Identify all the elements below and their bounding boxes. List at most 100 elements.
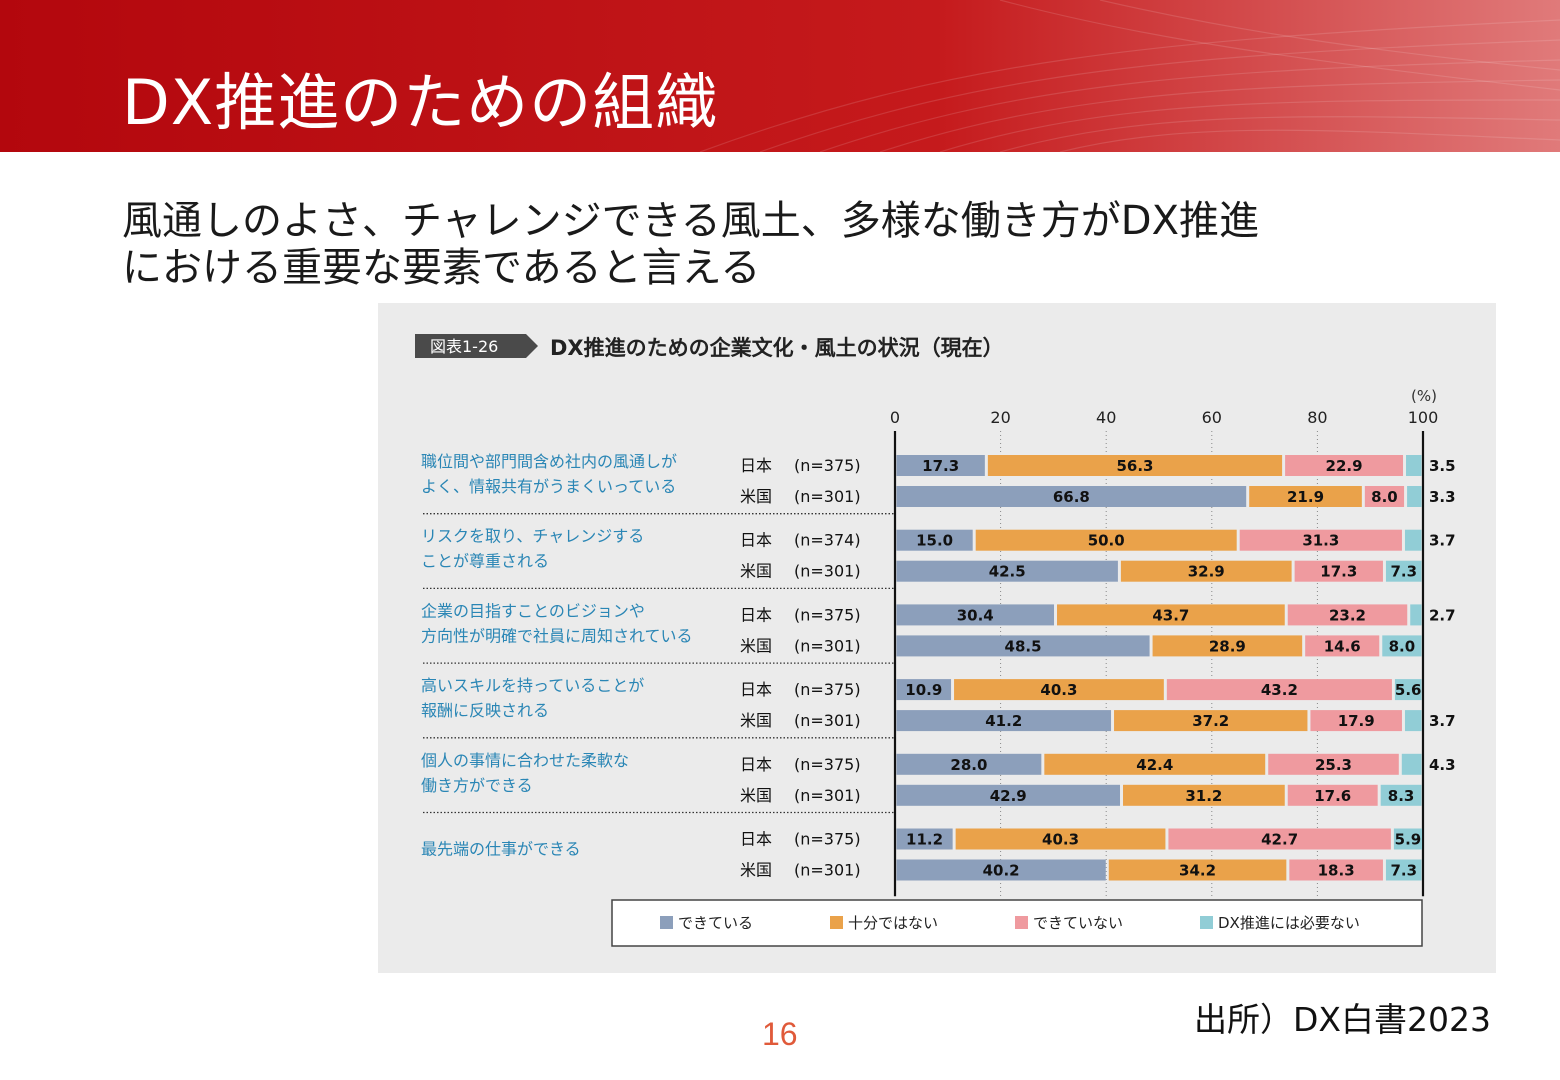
data-label: 31.2: [1185, 787, 1222, 805]
series-dekiteiru-bar: [896, 486, 1247, 507]
series-hitsuyou-nai-bar: [1404, 529, 1422, 551]
x-tick-label: 60: [1202, 408, 1222, 427]
data-label: 28.0: [950, 756, 987, 774]
series-dekiteiru-bar: [896, 529, 973, 551]
legend-swatch: [830, 916, 843, 929]
series-dekiteiru-bar: [896, 635, 1150, 657]
series-jubun-dewanai-bar: [1108, 859, 1287, 881]
chart-figure: 図表1-26 DX推進のための企業文化・風土の状況（現在） (%) 0 20 40 6…: [378, 303, 1496, 973]
legend-label: できていない: [1033, 914, 1123, 932]
series-dekiteinai-bar: [1310, 710, 1402, 732]
data-label: 32.9: [1188, 563, 1225, 581]
series-hitsuyou-nai-bar: [1401, 753, 1422, 775]
slide-title: DX推進のための組織: [122, 66, 719, 139]
grid-layer: [423, 431, 1318, 897]
x-tick-label: 100: [1408, 408, 1439, 427]
data-label: 10.9: [905, 681, 942, 699]
data-label: 3.7: [1429, 532, 1456, 550]
data-label: 15.0: [916, 532, 953, 550]
series-dekiteinai-bar: [1239, 529, 1402, 551]
slide-header: DX推進のための組織: [0, 0, 1560, 152]
series-jubun-dewanai-bar: [954, 679, 1164, 701]
country-label: 米国: [740, 487, 772, 506]
series-dekiteinai-bar: [1305, 635, 1380, 657]
category-label: 企業の目指すことのビジョンや: [421, 601, 645, 620]
country-label: 日本: [740, 680, 772, 699]
sample-size-label: (n=301): [794, 861, 861, 880]
series-hitsuyou-nai-bar: [1407, 486, 1422, 507]
data-label: 40.3: [1042, 831, 1079, 849]
legend-label: DX推進には必要ない: [1218, 914, 1360, 932]
figure-badge-shape: [415, 334, 538, 358]
unit-label: (%): [1411, 387, 1437, 405]
country-label: 米国: [740, 861, 772, 880]
subtitle-line-1: 風通しのよさ、チャレンジできる風土、多様な働き方がDX推進: [122, 198, 1260, 244]
country-label: 米国: [740, 786, 772, 805]
series-dekiteinai-bar: [1168, 828, 1391, 850]
data-label: 41.2: [985, 712, 1022, 730]
page-number: 16: [762, 1016, 798, 1052]
series-hitsuyou-nai-bar: [1385, 859, 1422, 881]
x-tick-label: 20: [990, 408, 1010, 427]
category-label: ことが尊重される: [421, 552, 549, 571]
data-label: 7.3: [1390, 862, 1417, 880]
series-hitsuyou-nai-bar: [1382, 635, 1422, 657]
data-label: 7.3: [1390, 563, 1417, 581]
data-label: 17.3: [1320, 563, 1357, 581]
data-label: 11.2: [906, 831, 943, 849]
category-label: 高いスキルを持っていることが: [421, 676, 644, 695]
data-label: 30.4: [957, 606, 994, 624]
country-label: 日本: [740, 830, 772, 849]
data-label: 50.0: [1088, 532, 1125, 550]
data-label: 17.3: [922, 457, 959, 475]
data-label: 3.7: [1429, 712, 1456, 730]
legend-label: 十分ではない: [848, 914, 938, 932]
series-dekiteinai-bar: [1294, 560, 1383, 582]
legend-swatch: [660, 916, 673, 929]
stacked-bar-chart: 図表1-26 DX推進のための企業文化・風土の状況（現在） (%) 0 20 40 6…: [415, 334, 1456, 947]
series-hitsuyou-nai-bar: [1380, 784, 1422, 806]
data-label: 18.3: [1318, 862, 1355, 880]
data-label: 22.9: [1326, 457, 1363, 475]
series-jubun-dewanai-bar: [1057, 604, 1285, 626]
series-jubun-dewanai-bar: [1123, 784, 1285, 806]
sample-size-label: (n=375): [794, 680, 861, 699]
sample-size-label: (n=301): [794, 786, 861, 805]
legend: できている 十分ではない できていない DX推進には必要ない: [660, 914, 1360, 932]
sample-size-label: (n=374): [794, 531, 861, 550]
series-dekiteiru-bar: [896, 828, 953, 850]
data-label: 66.8: [1053, 488, 1090, 506]
series-jubun-dewanai-bar: [975, 529, 1237, 551]
data-label: 34.2: [1179, 862, 1216, 880]
series-hitsuyou-nai-bar: [1404, 710, 1422, 732]
data-label: 40.3: [1040, 681, 1077, 699]
series-dekiteinai-bar: [1166, 679, 1392, 701]
series-dekiteinai-bar: [1285, 455, 1404, 476]
category-label: 職位間や部門間含め社内の風通しが: [421, 452, 677, 471]
source-citation: 出所）DX白書2023: [1194, 1000, 1491, 1039]
x-tick-label: 40: [1096, 408, 1116, 427]
country-label: 米国: [740, 636, 772, 655]
series-jubun-dewanai-bar: [1114, 710, 1308, 732]
series-jubun-dewanai-bar: [1152, 635, 1303, 657]
data-label: 25.3: [1315, 756, 1352, 774]
data-label: 21.9: [1287, 488, 1324, 506]
category-label: よく、情報共有がうまくいっている: [421, 477, 676, 496]
series-dekiteinai-bar: [1364, 486, 1405, 507]
category-label: 働き方ができる: [421, 776, 533, 795]
series-dekiteinai-bar: [1287, 784, 1378, 806]
series-hitsuyou-nai-bar: [1393, 828, 1423, 850]
series-jubun-dewanai-bar: [1120, 560, 1292, 582]
category-label: リスクを取り、チャレンジする: [421, 527, 644, 546]
country-label: 米国: [740, 562, 772, 581]
sample-size-label: (n=375): [794, 755, 861, 774]
data-label: 2.7: [1429, 606, 1456, 624]
data-label: 4.3: [1429, 756, 1456, 774]
series-dekiteiru-bar: [896, 784, 1121, 806]
figure-caption: DX推進のための企業文化・風土の状況（現在）: [550, 336, 1004, 360]
series-jubun-dewanai-bar: [987, 455, 1283, 476]
series-dekiteiru-bar: [896, 679, 952, 701]
series-hitsuyou-nai-bar: [1394, 679, 1422, 701]
axis-layer: 0 20 40 60 80 100: [890, 408, 1439, 897]
